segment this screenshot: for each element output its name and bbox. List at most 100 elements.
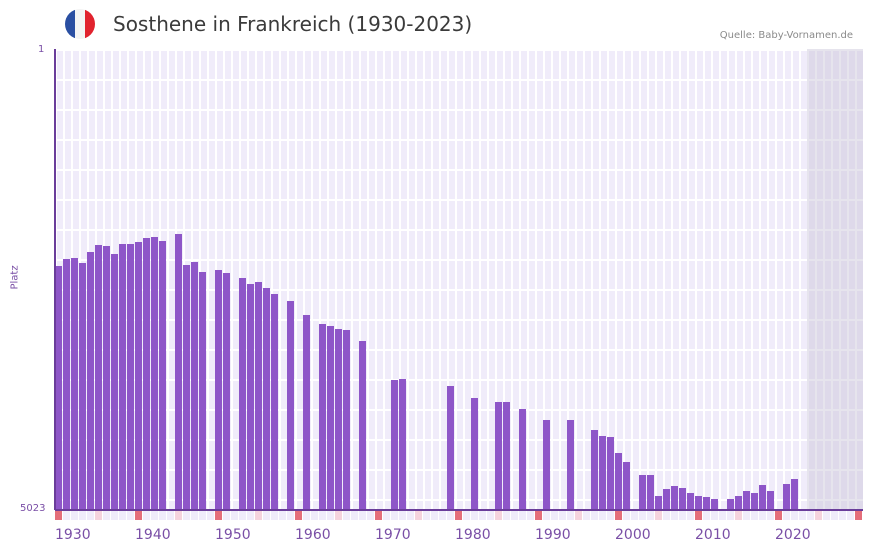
bar-1945[interactable]: [175, 233, 182, 509]
bar-1994[interactable]: [567, 420, 574, 509]
bar-2005[interactable]: [655, 496, 662, 509]
bar-2014[interactable]: [727, 499, 734, 509]
bar-1997[interactable]: [591, 430, 598, 509]
year-marker: [567, 511, 574, 520]
bar-1965[interactable]: [335, 329, 342, 509]
bar-1957[interactable]: [271, 293, 278, 509]
bar-2000[interactable]: [615, 453, 622, 509]
bar-2004[interactable]: [647, 475, 654, 509]
year-marker: [767, 511, 774, 520]
bar-1948[interactable]: [199, 271, 206, 509]
bar-2003[interactable]: [639, 475, 646, 509]
y-axis-title: Platz: [9, 265, 21, 290]
year-marker: [71, 511, 78, 520]
y-tick-top: 1: [38, 44, 45, 55]
bar-2019[interactable]: [767, 491, 774, 509]
year-marker: [823, 511, 830, 520]
half-decade-marker: [415, 511, 422, 520]
bar-1979[interactable]: [447, 386, 454, 509]
bar-1999[interactable]: [607, 437, 614, 509]
bar-1930[interactable]: [55, 266, 62, 509]
bar-2017[interactable]: [751, 493, 758, 509]
bar-1963[interactable]: [319, 324, 326, 509]
bar-1946[interactable]: [183, 265, 190, 509]
year-marker: [527, 511, 534, 520]
year-marker: [183, 511, 190, 520]
bar-1936[interactable]: [103, 245, 110, 509]
year-marker: [687, 511, 694, 520]
bar-1950[interactable]: [215, 269, 222, 509]
half-decade-marker: [335, 511, 342, 520]
bar-2001[interactable]: [623, 462, 630, 509]
bar-1985[interactable]: [495, 402, 502, 509]
bar-1935[interactable]: [95, 244, 102, 509]
bar-1947[interactable]: [191, 262, 198, 509]
bar-1991[interactable]: [543, 420, 550, 509]
bar-1933[interactable]: [79, 263, 86, 509]
decade-marker: [695, 511, 702, 520]
decade-marker: [215, 511, 222, 520]
bar-2015[interactable]: [735, 496, 742, 509]
bar-1953[interactable]: [239, 278, 246, 509]
bar-1956[interactable]: [263, 288, 270, 509]
bar-1968[interactable]: [359, 341, 366, 509]
bar-1939[interactable]: [127, 243, 134, 509]
year-marker: [367, 511, 374, 520]
bar-1932[interactable]: [71, 257, 78, 509]
bar-1937[interactable]: [111, 254, 118, 509]
bar-1955[interactable]: [255, 281, 262, 509]
bar-1934[interactable]: [87, 252, 94, 509]
year-marker: [111, 511, 118, 520]
bar-1982[interactable]: [471, 398, 478, 509]
x-tick-label: 1960: [295, 527, 331, 543]
bar-1951[interactable]: [223, 273, 230, 509]
bar-1942[interactable]: [151, 236, 158, 509]
bar-1931[interactable]: [63, 258, 70, 509]
x-tick-label: 2010: [695, 527, 731, 543]
bar-1961[interactable]: [303, 315, 310, 509]
decade-marker: [135, 511, 142, 520]
half-decade-marker: [815, 511, 822, 520]
bar-1943[interactable]: [159, 240, 166, 509]
year-marker: [671, 511, 678, 520]
bar-2016[interactable]: [743, 491, 750, 509]
bar-2008[interactable]: [679, 488, 686, 509]
year-marker: [711, 511, 718, 520]
bar-2018[interactable]: [759, 485, 766, 509]
bar-1973[interactable]: [399, 379, 406, 509]
bar-1988[interactable]: [519, 409, 526, 509]
decade-marker: [775, 511, 782, 520]
year-marker: [807, 511, 814, 520]
year-marker: [639, 511, 646, 520]
bar-1986[interactable]: [503, 402, 510, 509]
bar-2009[interactable]: [687, 493, 694, 509]
bar-1964[interactable]: [327, 326, 334, 509]
bar-1941[interactable]: [143, 237, 150, 509]
year-marker: [87, 511, 94, 520]
bar-1954[interactable]: [247, 283, 254, 509]
year-marker: [151, 511, 158, 520]
y-axis-line: [54, 49, 56, 510]
half-decade-marker: [655, 511, 662, 520]
bar-1940[interactable]: [135, 241, 142, 509]
bar-1959[interactable]: [287, 301, 294, 509]
source-link[interactable]: Quelle: Baby-Vornamen.de: [719, 30, 853, 41]
bar-1966[interactable]: [343, 330, 350, 509]
bar-2006[interactable]: [663, 489, 670, 509]
year-marker: [703, 511, 710, 520]
bar-2011[interactable]: [703, 497, 710, 509]
bar-2012[interactable]: [711, 499, 718, 509]
bar-1938[interactable]: [119, 243, 126, 509]
year-marker: [191, 511, 198, 520]
year-marker: [783, 511, 790, 520]
bar-2010[interactable]: [695, 496, 702, 509]
bar-2021[interactable]: [783, 484, 790, 509]
bar-2022[interactable]: [791, 479, 798, 509]
bar-1998[interactable]: [599, 436, 606, 509]
bar-2007[interactable]: [671, 486, 678, 509]
year-marker: [559, 511, 566, 520]
decade-marker: [535, 511, 542, 520]
year-marker: [503, 511, 510, 520]
year-marker: [247, 511, 254, 520]
bar-1972[interactable]: [391, 380, 398, 509]
